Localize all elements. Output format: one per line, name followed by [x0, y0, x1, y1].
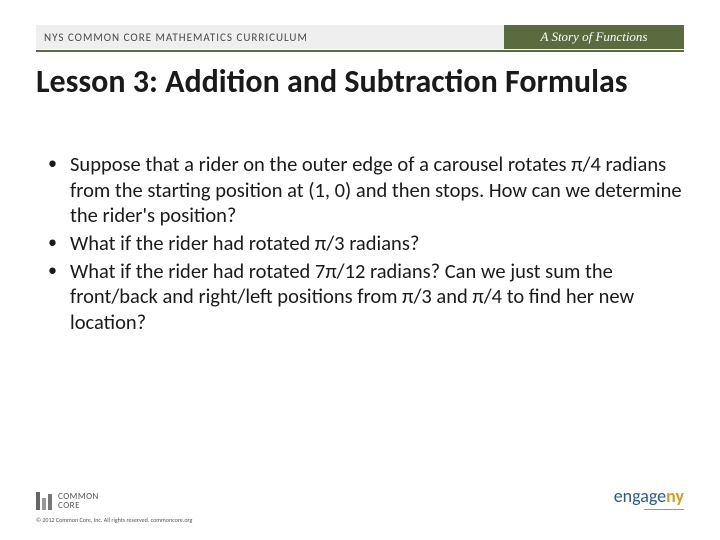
- header-curriculum-label: NYS COMMON CORE MATHEMATICS CURRICULUM: [36, 25, 504, 49]
- lesson-title: Lesson 3: Addition and Subtraction Formu…: [36, 64, 684, 101]
- list-item: Suppose that a rider on the outer edge o…: [36, 152, 684, 229]
- header-story-label: A Story of Functions: [504, 25, 684, 49]
- list-item: What if the rider had rotated 7π/12 radi…: [36, 259, 684, 336]
- engage-suffix: ny: [666, 485, 684, 507]
- bullet-list: Suppose that a rider on the outer edge o…: [36, 152, 684, 337]
- cc-logo-text: COMMON CORE: [58, 492, 99, 510]
- logo-row: COMMON CORE engageny: [36, 485, 684, 510]
- engage-prefix: engage: [614, 485, 666, 507]
- header-bar: NYS COMMON CORE MATHEMATICS CURRICULUM A…: [36, 24, 684, 52]
- engage-underline: [644, 509, 684, 510]
- copyright-text: © 2012 Common Core, Inc. All rights rese…: [36, 516, 684, 524]
- engage-ny-logo: engageny: [614, 485, 684, 510]
- footer: COMMON CORE engageny © 2012 Common Core,…: [36, 485, 684, 524]
- cc-bars-icon: [36, 492, 52, 510]
- list-item: What if the rider had rotated π/3 radian…: [36, 231, 684, 257]
- cc-logo-bottom: CORE: [58, 501, 99, 510]
- common-core-logo: COMMON CORE: [36, 492, 99, 510]
